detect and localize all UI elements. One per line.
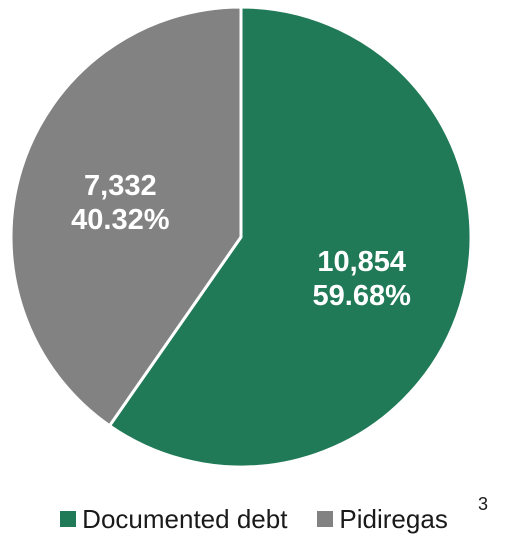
slice-value-documented-debt: 10,854 [317, 246, 406, 278]
slice-percent-documented-debt: 59.68% [313, 280, 412, 312]
legend-label-documented-debt: Documented debt [82, 503, 288, 534]
pie-slices [9, 5, 473, 469]
legend: Documented debt Pidiregas [0, 500, 508, 538]
legend-swatch-pidiregas [317, 511, 334, 527]
pie-slice-documented-debt [108, 5, 473, 469]
legend-swatch-documented-debt [60, 511, 77, 527]
footnote-marker: 3 [478, 494, 489, 514]
legend-label-pidiregas: Pidiregas [339, 503, 448, 534]
legend-item-pidiregas: Pidiregas [317, 503, 448, 535]
slice-label-pidiregas: 7,332 40.32% [71, 170, 170, 236]
slice-value-pidiregas: 7,332 [84, 170, 157, 202]
slice-label-documented-debt: 10,854 59.68% [313, 246, 412, 312]
pie-slice-pidiregas [9, 5, 243, 428]
slice-percent-pidiregas: 40.32% [71, 204, 170, 236]
slice-labels: 10,854 59.68% 7,332 40.32% [71, 170, 411, 312]
legend-item-documented-debt: Documented debt [60, 504, 287, 535]
